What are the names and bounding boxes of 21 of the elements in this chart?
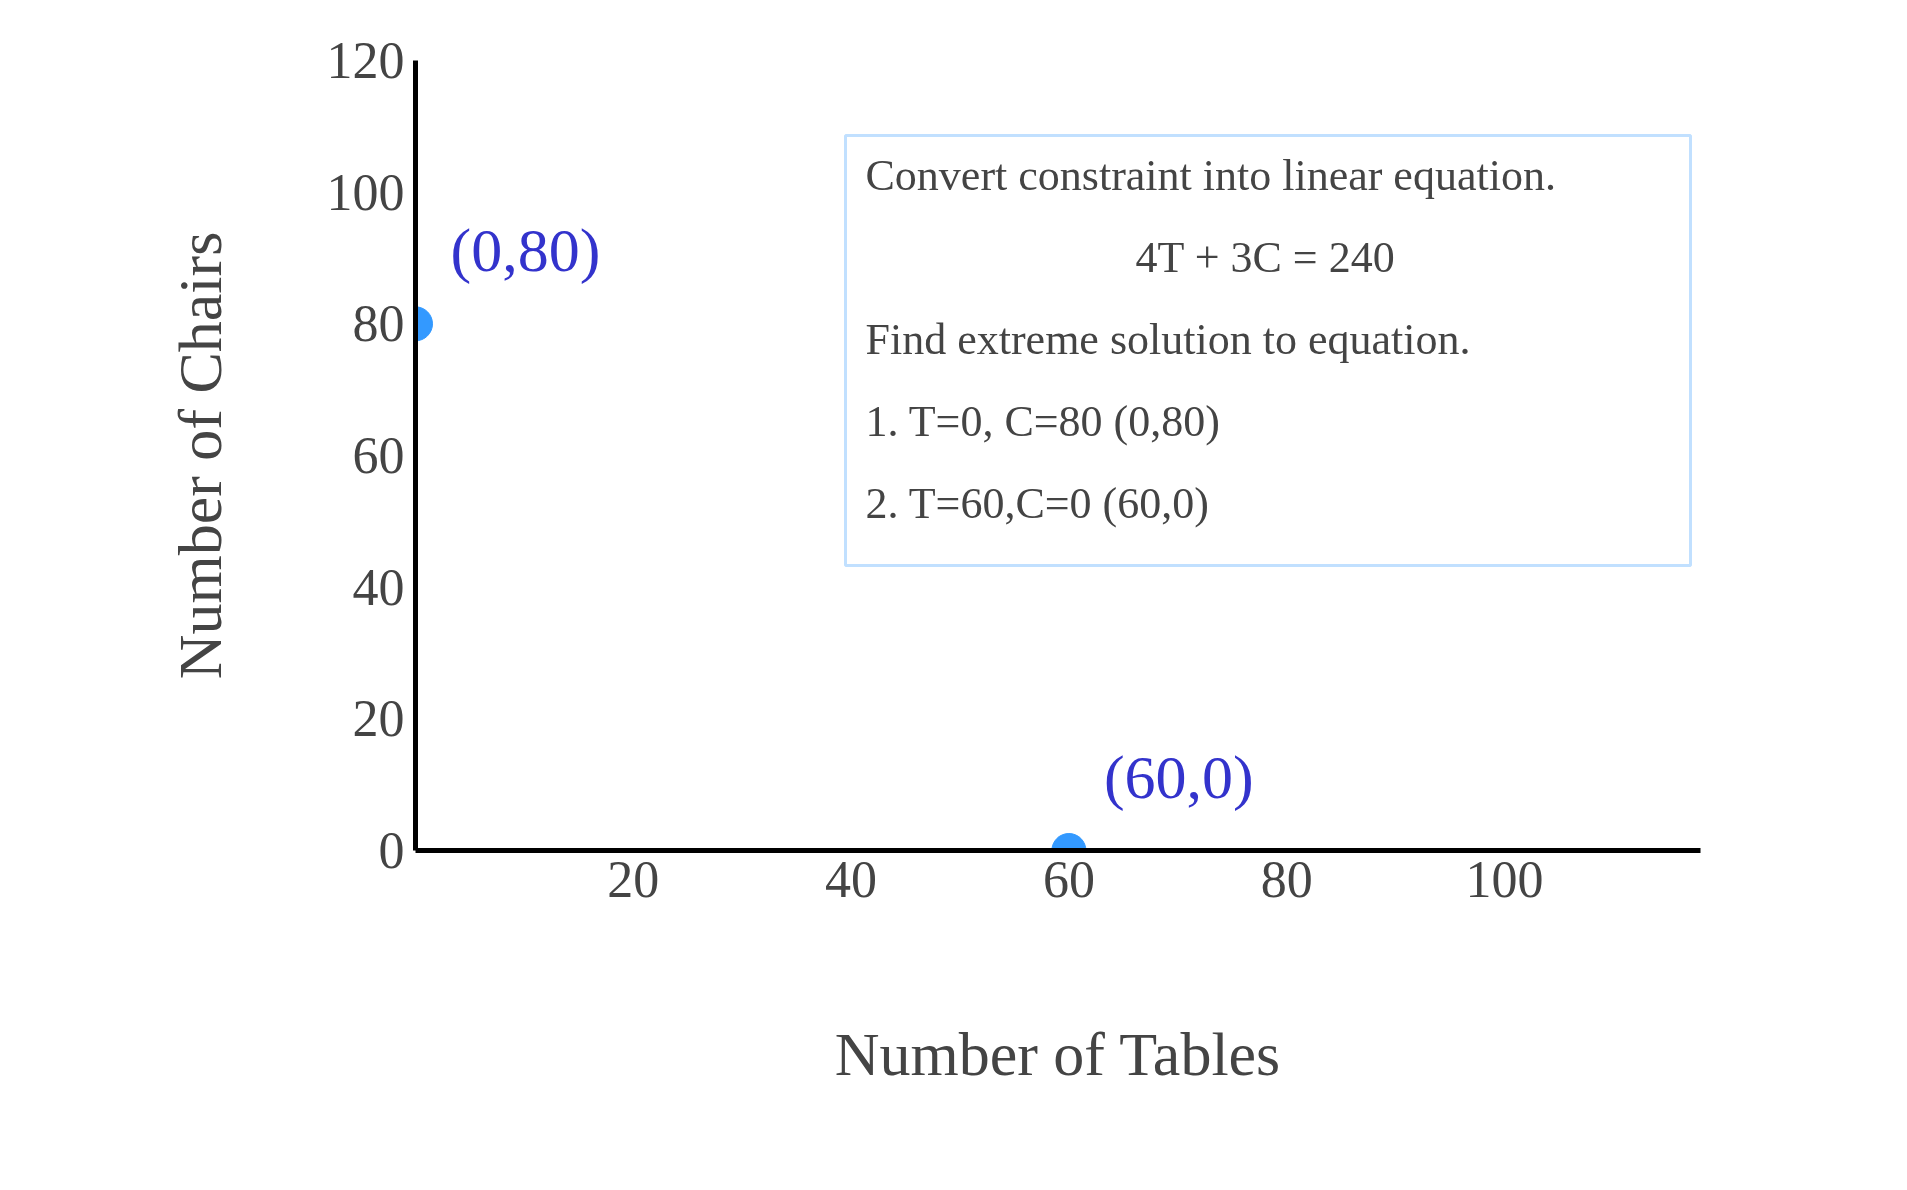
- y-tick-label: 0: [378, 822, 405, 879]
- annotation: Convert constraint into linear equation.: [865, 150, 1556, 200]
- annotation: (0,80): [450, 215, 601, 285]
- x-axis-title: Number of Tables: [834, 1019, 1281, 1088]
- y-tick-label: 60: [352, 427, 405, 484]
- x-tick-label: 20: [607, 850, 660, 908]
- y-tick-label: 40: [352, 558, 405, 616]
- x-tick-label: 40: [825, 850, 878, 908]
- y-tick-label: 120: [326, 32, 405, 89]
- x-tick-label: 60: [1042, 850, 1095, 908]
- x-tick-label: 80: [1260, 850, 1313, 908]
- annotation: 2. T=60,C=0 (60,0): [865, 478, 1209, 528]
- annotation: Find extreme solution to equation.: [865, 314, 1471, 364]
- annotation: 4T + 3C = 240: [1135, 232, 1395, 282]
- y-axis-title: Number of Chairs: [165, 231, 234, 680]
- annotation: (60,0): [1103, 742, 1254, 812]
- y-tick-label: 100: [326, 163, 405, 221]
- annotation: 1. T=0, C=80 (0,80): [865, 396, 1220, 446]
- y-tick-label: 80: [352, 295, 405, 353]
- y-tick-label: 20: [352, 690, 405, 748]
- x-tick-label: 100: [1465, 850, 1544, 908]
